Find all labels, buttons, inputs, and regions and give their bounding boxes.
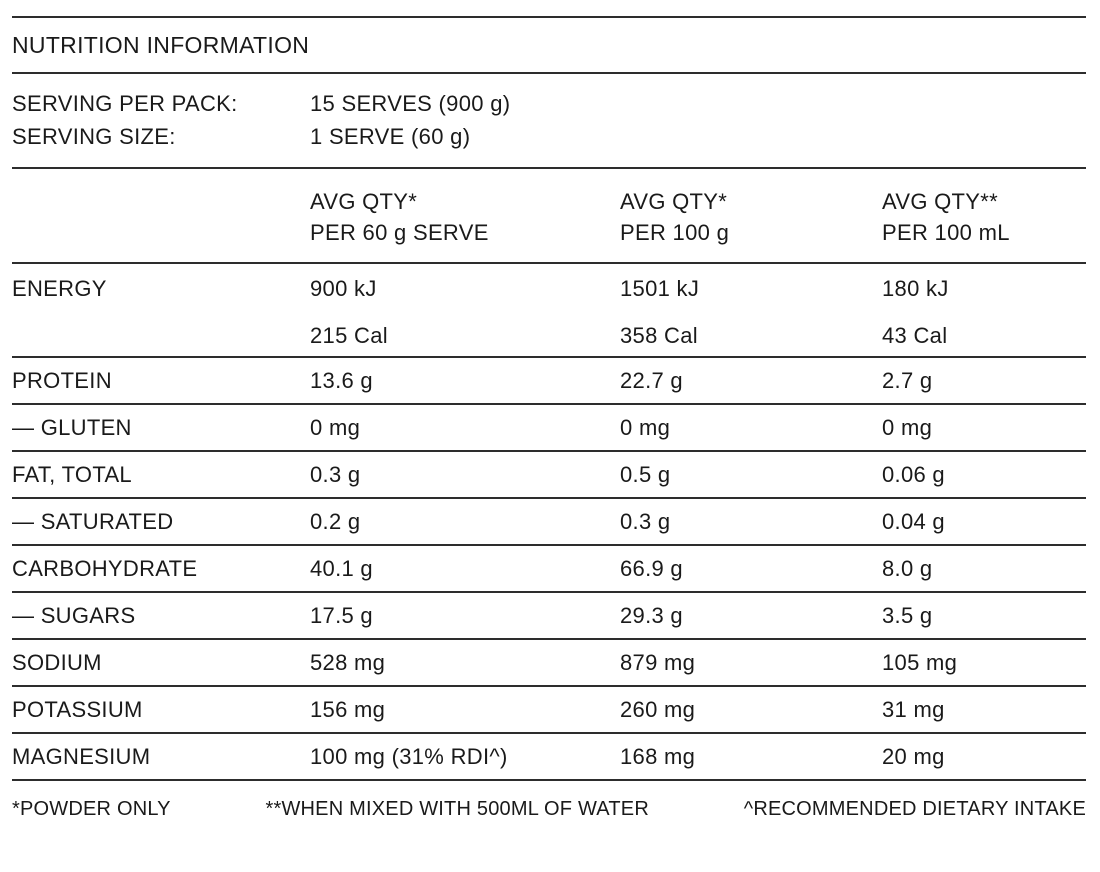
rule-row-divider [12, 497, 1086, 499]
column-header-per-100ml: AVG QTY** PER 100 mL [882, 186, 1086, 248]
footnote-rdi: ^RECOMMENDED DIETARY INTAKE [743, 798, 1086, 820]
cell-per-100ml: 20 mg [882, 743, 945, 769]
row-label: SODIUM [12, 649, 102, 675]
cell-per-100ml: 0.06 g [882, 461, 945, 487]
rule-row-divider [12, 638, 1086, 640]
cell-per-100ml: 31 mg [882, 696, 945, 722]
cell-per-100g: 0.3 g [620, 508, 671, 534]
serving-size-label: SERVING SIZE: [12, 124, 176, 149]
table-row-saturated: — SATURATED 0.2 g 0.3 g 0.04 g [12, 499, 1086, 544]
cell-per-100ml: 0.04 g [882, 508, 945, 534]
cell-per-100ml: 105 mg [882, 649, 958, 675]
cell-per-serve: 156 mg [310, 696, 386, 722]
energy-per-serve-cell: 900 kJ 215 Cal [310, 276, 620, 349]
rule-row-divider [12, 732, 1086, 734]
serving-size-row: SERVING SIZE: 1 SERVE (60 g) [12, 120, 1086, 153]
table-row-potassium: POTASSIUM 156 mg 260 mg 31 mg [12, 687, 1086, 732]
table-row-carbohydrate: CARBOHYDRATE 40.1 g 66.9 g 8.0 g [12, 546, 1086, 591]
cell-per-serve: 0.3 g [310, 461, 361, 487]
cell-per-serve: 528 mg [310, 649, 386, 675]
header-spacer [12, 186, 310, 248]
cell-per-100g: 22.7 g [620, 367, 683, 393]
column-header-line2: PER 60 g SERVE [310, 220, 489, 245]
nutrition-panel: NUTRITION INFORMATION SERVING PER PACK: … [12, 16, 1086, 821]
rule-bottom [12, 779, 1086, 781]
energy-per-100g-cell: 1501 kJ 358 Cal [620, 276, 882, 349]
row-label: MAGNESIUM [12, 743, 151, 769]
row-label: PROTEIN [12, 367, 112, 393]
table-row-energy: ENERGY 900 kJ 215 Cal 1501 kJ 358 Cal 18… [12, 264, 1086, 356]
cell-per-serve: 0 mg [310, 414, 361, 440]
table-row-magnesium: MAGNESIUM 100 mg (31% RDI^) 168 mg 20 mg [12, 734, 1086, 779]
table-row-fat-total: FAT, TOTAL 0.3 g 0.5 g 0.06 g [12, 452, 1086, 497]
table-row-sodium: SODIUM 528 mg 879 mg 105 mg [12, 640, 1086, 685]
cell-per-serve: 40.1 g [310, 555, 373, 581]
energy-kj-value: 1501 kJ [620, 276, 700, 301]
column-header-line1: AVG QTY** [882, 189, 998, 214]
cell-per-100g: 66.9 g [620, 555, 683, 581]
table-row-protein: PROTEIN 13.6 g 22.7 g 2.7 g [12, 358, 1086, 403]
column-header-line2: PER 100 mL [882, 220, 1010, 245]
cell-per-serve: 13.6 g [310, 367, 373, 393]
row-label: POTASSIUM [12, 696, 143, 722]
cell-per-100ml: 3.5 g [882, 602, 933, 628]
energy-kj-value: 900 kJ [310, 276, 377, 301]
cell-per-100g: 168 mg [620, 743, 696, 769]
footnotes: *POWDER ONLY **WHEN MIXED WITH 500ML OF … [12, 781, 1086, 821]
cell-per-serve: 0.2 g [310, 508, 361, 534]
cell-per-serve: 100 mg (31% RDI^) [310, 743, 508, 769]
rule-below-header [12, 262, 1086, 264]
row-label: CARBOHYDRATE [12, 555, 198, 581]
row-label: — GLUTEN [12, 414, 132, 440]
serving-info-section: SERVING PER PACK: 15 SERVES (900 g) SERV… [12, 74, 1086, 167]
table-header-row: AVG QTY* PER 60 g SERVE AVG QTY* PER 100… [12, 169, 1086, 262]
energy-cal-value: 358 Cal [620, 323, 698, 348]
cell-per-serve: 17.5 g [310, 602, 373, 628]
panel-title: NUTRITION INFORMATION [12, 31, 310, 58]
column-header-line2: PER 100 g [620, 220, 730, 245]
column-header-per-100g: AVG QTY* PER 100 g [620, 186, 882, 248]
cell-per-100ml: 2.7 g [882, 367, 933, 393]
row-label: — SUGARS [12, 602, 136, 628]
row-label: FAT, TOTAL [12, 461, 132, 487]
cell-per-100g: 0.5 g [620, 461, 671, 487]
cell-per-100g: 0 mg [620, 414, 671, 440]
row-label: ENERGY [12, 276, 107, 301]
rule-row-divider [12, 685, 1086, 687]
cell-per-100g: 260 mg [620, 696, 696, 722]
cell-per-100g: 29.3 g [620, 602, 683, 628]
footnote-mixed-with-water: **WHEN MIXED WITH 500ML OF WATER [265, 798, 649, 820]
rule-row-divider [12, 450, 1086, 452]
serving-per-pack-value: 15 SERVES (900 g) [310, 91, 511, 116]
energy-kj-value: 180 kJ [882, 276, 949, 301]
rule-below-title [12, 72, 1086, 74]
serving-per-pack-row: SERVING PER PACK: 15 SERVES (900 g) [12, 87, 1086, 120]
table-row-sugars: — SUGARS 17.5 g 29.3 g 3.5 g [12, 593, 1086, 638]
energy-per-100ml-cell: 180 kJ 43 Cal [882, 276, 1086, 349]
serving-size-value: 1 SERVE (60 g) [310, 124, 471, 149]
cell-per-100g: 879 mg [620, 649, 696, 675]
energy-cal-value: 215 Cal [310, 323, 388, 348]
rule-row-divider [12, 591, 1086, 593]
cell-per-100ml: 8.0 g [882, 555, 933, 581]
rule-row-divider [12, 544, 1086, 546]
column-header-line1: AVG QTY* [620, 189, 728, 214]
cell-per-100ml: 0 mg [882, 414, 933, 440]
column-header-line1: AVG QTY* [310, 189, 418, 214]
rule-below-serving [12, 167, 1086, 169]
column-header-per-serve: AVG QTY* PER 60 g SERVE [310, 186, 620, 248]
rule-row-divider [12, 403, 1086, 405]
table-row-gluten: — GLUTEN 0 mg 0 mg 0 mg [12, 405, 1086, 450]
rule-below-energy [12, 356, 1086, 358]
energy-cal-value: 43 Cal [882, 323, 948, 348]
footnote-powder-only: *POWDER ONLY [12, 798, 171, 820]
serving-per-pack-label: SERVING PER PACK: [12, 91, 238, 116]
row-label: — SATURATED [12, 508, 174, 534]
rule-top [12, 16, 1086, 18]
